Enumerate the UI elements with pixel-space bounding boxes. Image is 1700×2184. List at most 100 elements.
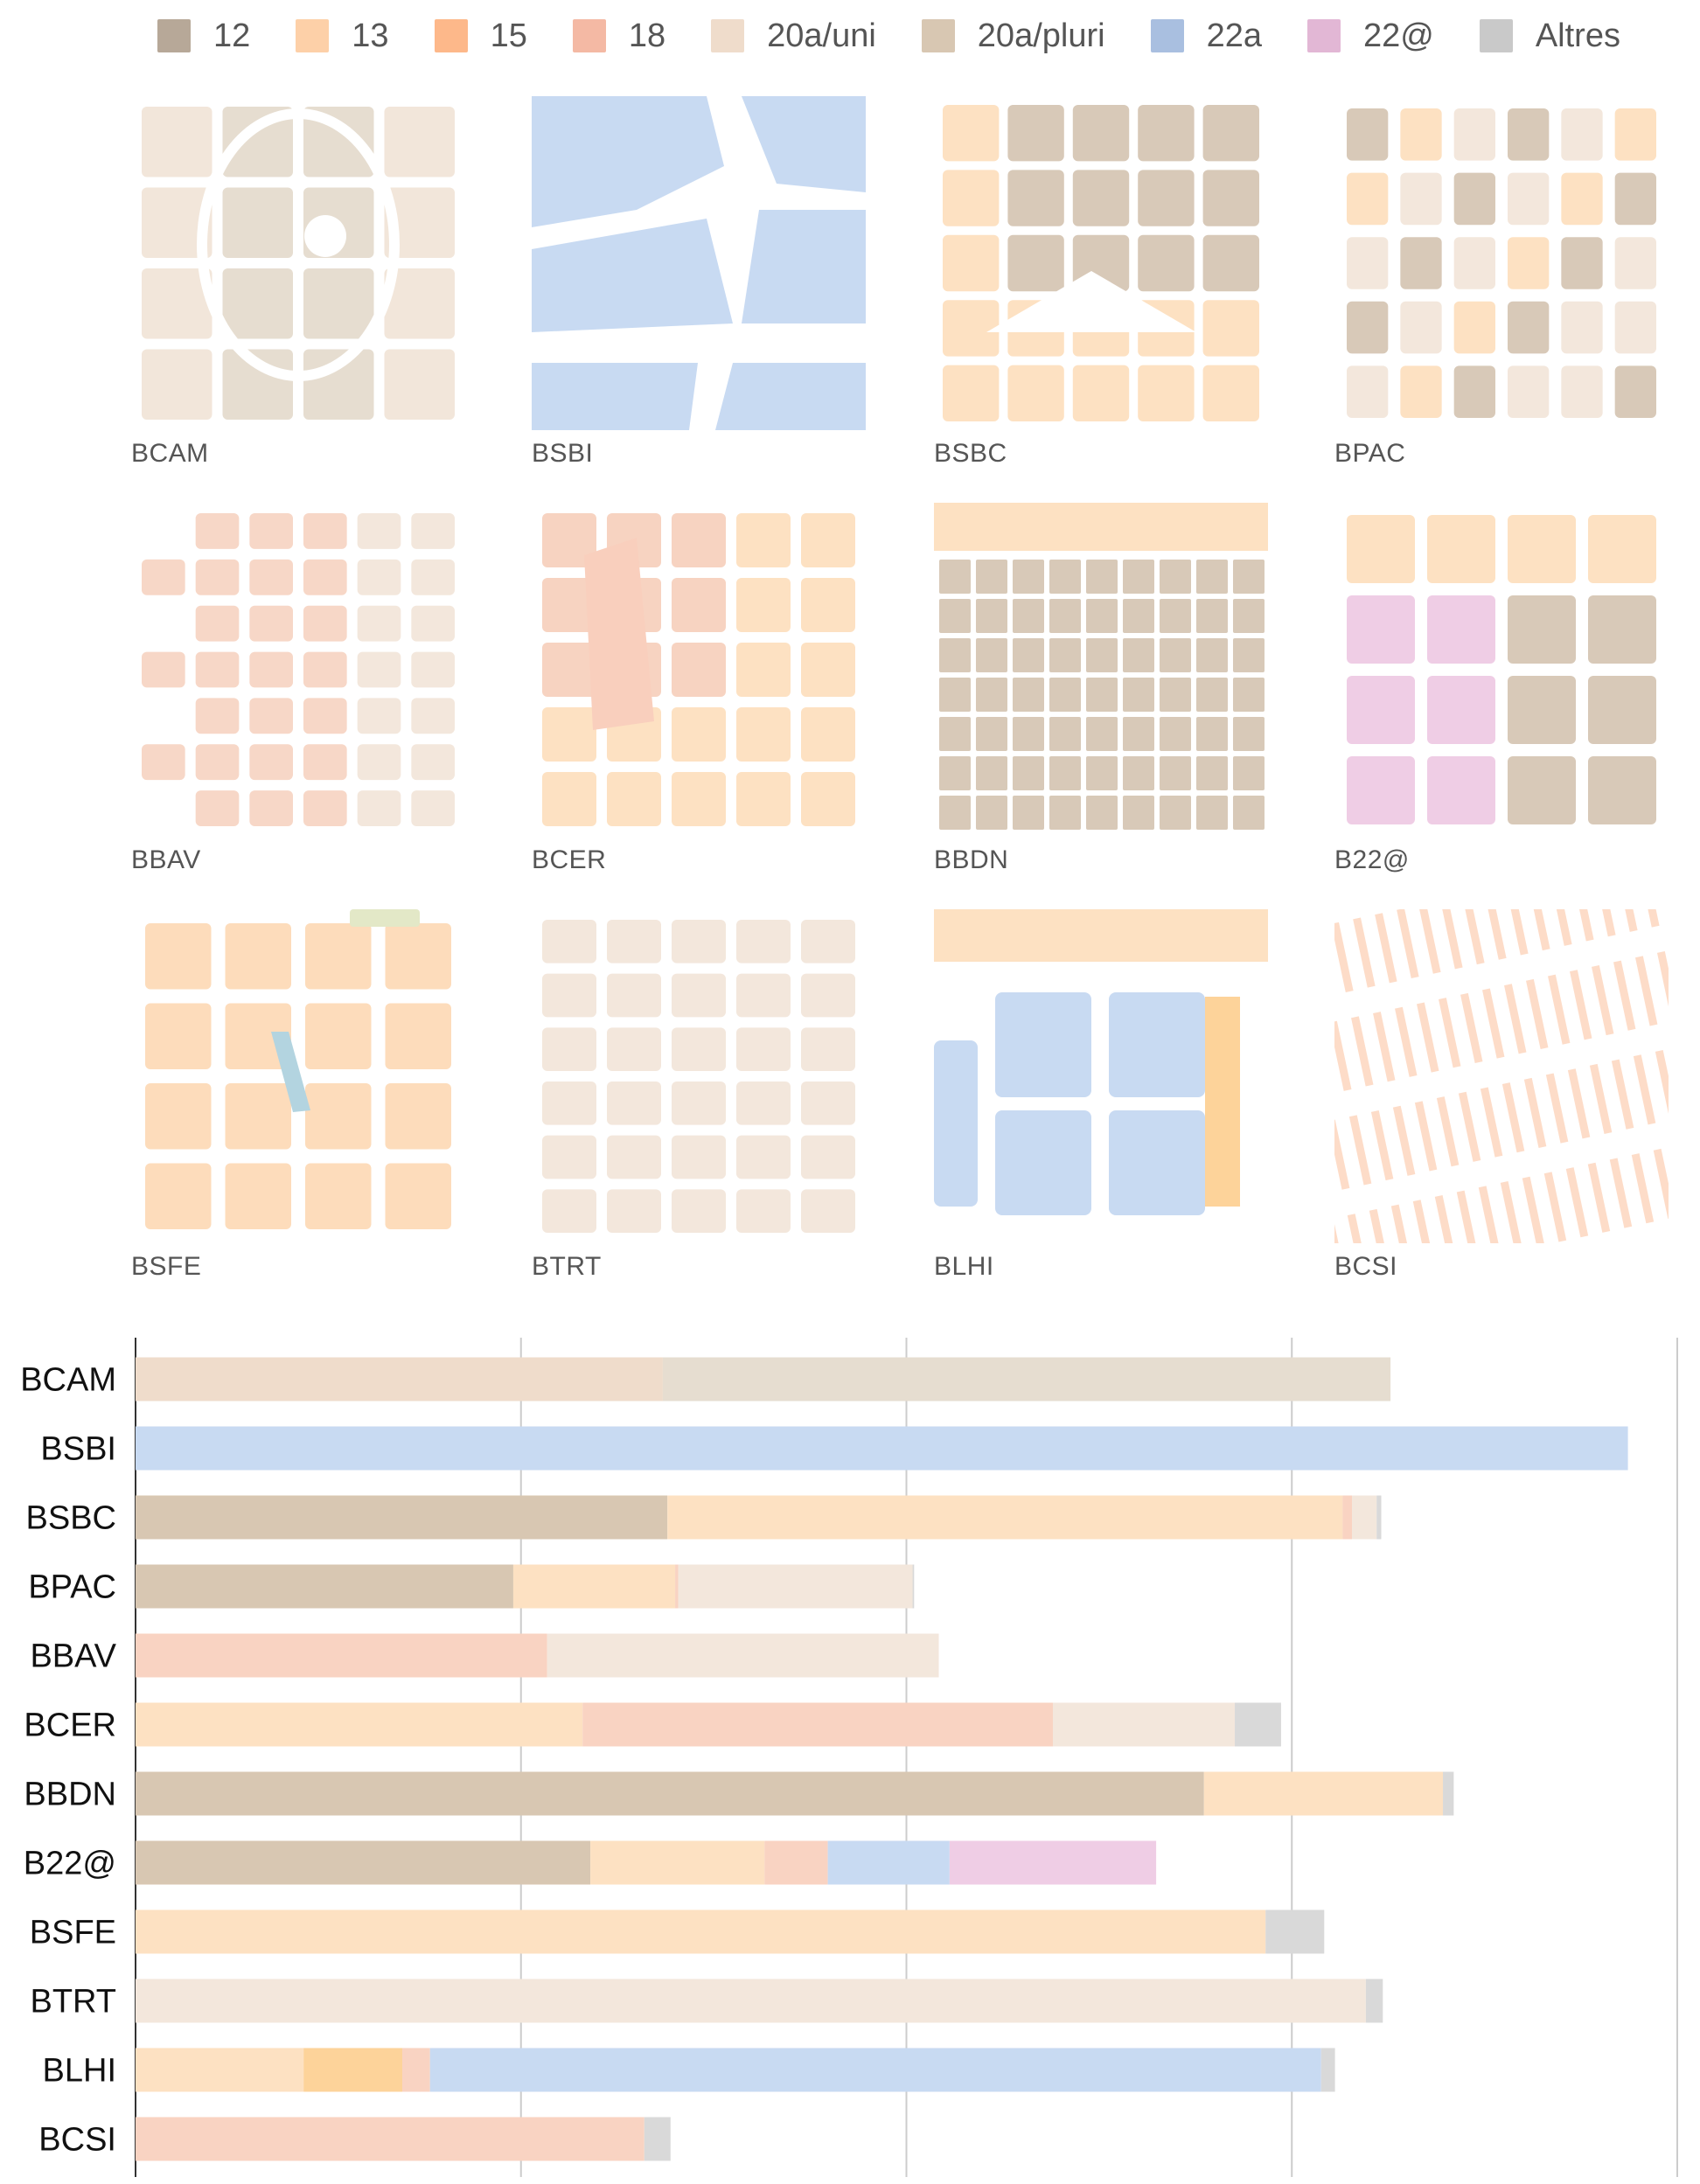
bar-segment-bcer (1235, 1702, 1281, 1747)
bbdn-block (1013, 678, 1044, 712)
bcer-block (801, 707, 855, 762)
map-drawing-bsbc (943, 105, 1259, 421)
blhi-block (1109, 1110, 1205, 1215)
bcer-block (607, 772, 661, 826)
map-thumbnail (532, 909, 866, 1243)
btrt-block (542, 973, 596, 1018)
bbav-block (357, 698, 401, 734)
bbdn-block (1160, 638, 1191, 672)
legend-item-altres: Altres (1479, 17, 1620, 55)
bpac-block (1453, 237, 1495, 289)
map-bsbi: BSBI (532, 96, 866, 503)
map-drawing-bpac (1347, 108, 1656, 418)
bar-segment-btrt (136, 1979, 1366, 2023)
bbav-block (303, 744, 347, 781)
legend-item-22at: 22@ (1306, 17, 1434, 55)
legend: 12 13 15 18 20a/uni 20a/pluri 22a 22@ Altres (157, 12, 1662, 59)
bsbi-block (715, 363, 866, 430)
bbav-block (411, 559, 455, 595)
bsbi-block (742, 96, 866, 192)
bbdn-block (1013, 599, 1044, 633)
map-drawing-bcer (542, 513, 855, 826)
b22at-block (1588, 595, 1656, 664)
bbdn-block (1196, 599, 1228, 633)
bsbc-block (1072, 170, 1130, 226)
map-label: BSBC (934, 439, 1007, 468)
bbdn-block (1049, 638, 1081, 672)
bbdn-block (939, 638, 971, 672)
bbdn-block (939, 678, 971, 712)
bbav-block (195, 790, 240, 826)
legend-swatch-20a_uni (711, 19, 745, 52)
bbdn-block (939, 717, 971, 751)
bar-segment-bcsi (136, 2117, 644, 2161)
legend-label-20a_uni: 20a/uni (767, 17, 876, 54)
bcsi-building (1351, 1016, 1374, 1087)
bcsi-building (1353, 917, 1376, 988)
legend-item-13: 13 (296, 17, 389, 55)
bsbc-block (1138, 105, 1195, 162)
bpac-block (1347, 172, 1389, 226)
b22at-block (1588, 756, 1656, 824)
bbav-block (142, 605, 185, 642)
bcer-park (584, 538, 654, 730)
bbdn-block (1233, 678, 1265, 712)
bsfe-block (305, 1083, 372, 1150)
bcsi-building (1500, 1181, 1523, 1243)
map-thumbnail (1334, 503, 1669, 837)
bbav-block (249, 651, 293, 688)
bcer-block (672, 578, 726, 632)
bbdn-block (976, 599, 1007, 633)
legend-swatch-15 (434, 19, 468, 52)
bcsi-building (1501, 1082, 1525, 1153)
map-thumbnail (934, 503, 1268, 837)
bsbc-block (943, 170, 1000, 226)
category-label: BSFE (30, 1915, 116, 1951)
btrt-block (672, 1189, 726, 1233)
bar-segment-blhi (429, 2048, 1321, 2092)
bbav-block (411, 698, 455, 734)
bbdn-block (1086, 560, 1118, 594)
bcer-block (801, 513, 855, 567)
b22at-block (1508, 676, 1576, 744)
bbdn-block (1013, 638, 1044, 672)
legend-label-12: 12 (213, 17, 251, 54)
bpac-block (1561, 172, 1603, 226)
btrt-block (542, 1189, 596, 1233)
bbdn-block (939, 796, 971, 830)
bbdn-block (1049, 796, 1081, 830)
btrt-block (801, 1027, 855, 1071)
map-label: BPAC (1334, 439, 1406, 468)
bcsi-building (1506, 909, 1529, 956)
bcsi-building (1418, 909, 1441, 974)
map-grid: BCAM BSBI BSBC BPAC BBAV BCER BBDN B22@ BSFE BTRT… (131, 96, 1674, 1294)
bpac-block (1614, 108, 1656, 161)
bbdn-block (1123, 560, 1154, 594)
bbdn-block (1160, 756, 1191, 790)
bbav-block (303, 698, 347, 734)
map-b22at: B22@ (1334, 503, 1669, 909)
map-bpac: BPAC (1334, 96, 1669, 503)
btrt-block (672, 1135, 726, 1179)
btrt-block (801, 1082, 855, 1125)
bcsi-building (1613, 960, 1636, 1031)
bsfe-block (225, 1003, 291, 1069)
bcsi-building (1434, 1194, 1458, 1243)
bpac-block (1347, 108, 1389, 161)
blhi-block (1109, 992, 1205, 1097)
legend-label-18: 18 (628, 17, 666, 54)
bcer-block (672, 772, 726, 826)
map-drawing-bbdn (934, 503, 1268, 830)
bsbc-block (943, 234, 1000, 292)
bcsi-building (1480, 1087, 1503, 1158)
bcam-block (222, 187, 293, 258)
bar-segment-bsfe (1265, 1909, 1325, 1954)
bcer-block (801, 772, 855, 826)
bbav-block (303, 790, 347, 826)
map-thumbnail (131, 503, 465, 837)
bpac-block (1561, 237, 1603, 289)
bcsi-building (1589, 1063, 1613, 1135)
bcsi-building (1570, 970, 1592, 1040)
map-thumbnail (131, 96, 465, 430)
category-label: BCER (24, 1708, 116, 1744)
